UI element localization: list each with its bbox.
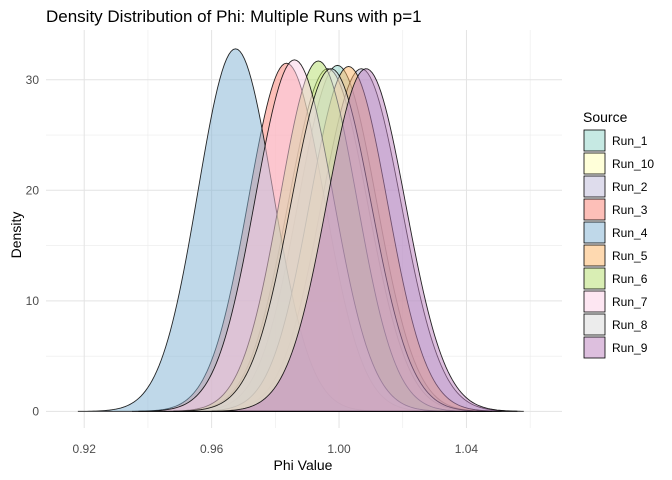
legend-label-run-2: Run_2 — [612, 180, 648, 194]
x-tick-label: 1.04 — [455, 442, 479, 456]
legend-label-run-1: Run_1 — [612, 134, 648, 148]
y-tick-label: 10 — [26, 294, 40, 308]
legend-label-run-7: Run_7 — [612, 295, 648, 309]
legend-label-run-8: Run_8 — [612, 318, 648, 332]
x-tick-label: 1.00 — [327, 442, 351, 456]
ticks-layer: 0.92 0.96 1.00 1.04 0 10 20 30 — [26, 73, 479, 456]
legend-label-run-4: Run_4 — [612, 226, 648, 240]
legend-key-run-10 — [583, 152, 606, 175]
legend-items: Run_1 Run_10 Run_2 Run_3 Run_4 Run_5 Run_6 Run_… — [583, 129, 654, 359]
legend-key-run-1 — [583, 129, 606, 152]
x-tick-label: 0.96 — [200, 442, 224, 456]
legend-label-run-10: Run_10 — [612, 157, 654, 171]
legend-key-run-5 — [583, 244, 606, 267]
legend-label-run-9: Run_9 — [612, 341, 648, 355]
legend-key-run-4 — [583, 221, 606, 244]
density-curve-run-9 — [211, 68, 524, 412]
y-tick-label: 0 — [32, 404, 39, 418]
legend-key-run-6 — [583, 267, 606, 290]
legend-key-run-3 — [583, 198, 606, 221]
legend: Source Run_1Run_10Run_2Run_3Run_4Run_5Ru… — [583, 109, 654, 359]
legend-key-run-8 — [583, 313, 606, 336]
y-tick-label: 20 — [26, 183, 40, 197]
legend-key-run-9 — [583, 336, 606, 359]
legend-label-run-6: Run_6 — [612, 272, 648, 286]
legend-title: Source — [583, 109, 628, 125]
y-axis-title: Density — [8, 212, 24, 259]
legend-key-run-2 — [583, 175, 606, 198]
y-tick-label: 30 — [26, 73, 40, 87]
x-tick-label: 0.92 — [73, 442, 97, 456]
legend-key-run-7 — [583, 290, 606, 313]
chart-title: Density Distribution of Phi: Multiple Ru… — [46, 7, 422, 26]
legend-label-run-3: Run_3 — [612, 203, 648, 217]
legend-label-run-5: Run_5 — [612, 249, 648, 263]
series-layer — [77, 48, 524, 412]
x-axis-title: Phi Value — [274, 457, 333, 473]
